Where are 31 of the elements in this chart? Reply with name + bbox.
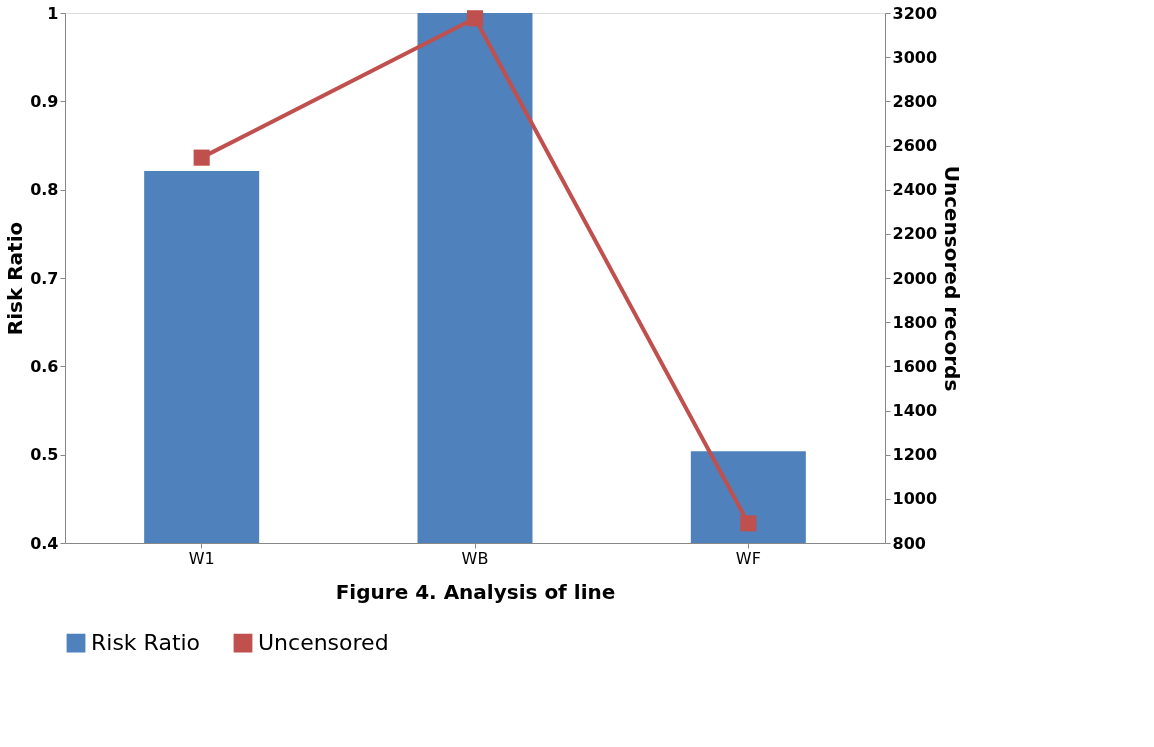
y2-tick-label: 2800 xyxy=(892,91,938,111)
y2-tick-label: 1800 xyxy=(892,312,938,332)
y-tick-label: 0.8 xyxy=(30,180,59,200)
legend-label: Risk Ratio xyxy=(91,630,201,656)
y2-tick-label: 1600 xyxy=(892,356,938,376)
y2-axis-title: Uncensored records xyxy=(940,165,965,392)
y2-tick-label: 1400 xyxy=(892,401,938,420)
x-tick-label: W1 xyxy=(188,548,215,568)
y-tick-label: 1 xyxy=(47,3,59,23)
x-axis-title: Figure 4. Analysis of line xyxy=(335,579,616,604)
point xyxy=(193,149,210,166)
y2-tick-label: 2200 xyxy=(892,224,938,244)
y2-tick-label: 1200 xyxy=(892,445,938,465)
point xyxy=(740,515,757,532)
legend-label: Uncensored xyxy=(258,630,389,656)
y2-tick-label: 2400 xyxy=(892,180,938,200)
y-axis-title: Risk Ratio xyxy=(3,221,28,336)
y2-tick-label: 3200 xyxy=(892,3,938,23)
y-tick-label: 0.5 xyxy=(30,445,59,465)
y2-tick-label: 1000 xyxy=(892,489,938,509)
y-tick-label: 0.4 xyxy=(30,533,59,553)
y2-tick-label: 2000 xyxy=(892,268,938,288)
point xyxy=(466,10,484,27)
y-tick-label: 0.7 xyxy=(30,268,59,288)
x-tick-label: WB xyxy=(461,548,489,568)
y-tick-label: 0.9 xyxy=(30,91,59,111)
y2-tick-label: 3000 xyxy=(892,47,938,67)
y2-tick-label: 800 xyxy=(892,533,926,553)
x-tick-label: WF xyxy=(735,548,761,568)
y2-tick-label: 2600 xyxy=(892,136,938,155)
y-tick-label: 0.6 xyxy=(30,356,59,376)
